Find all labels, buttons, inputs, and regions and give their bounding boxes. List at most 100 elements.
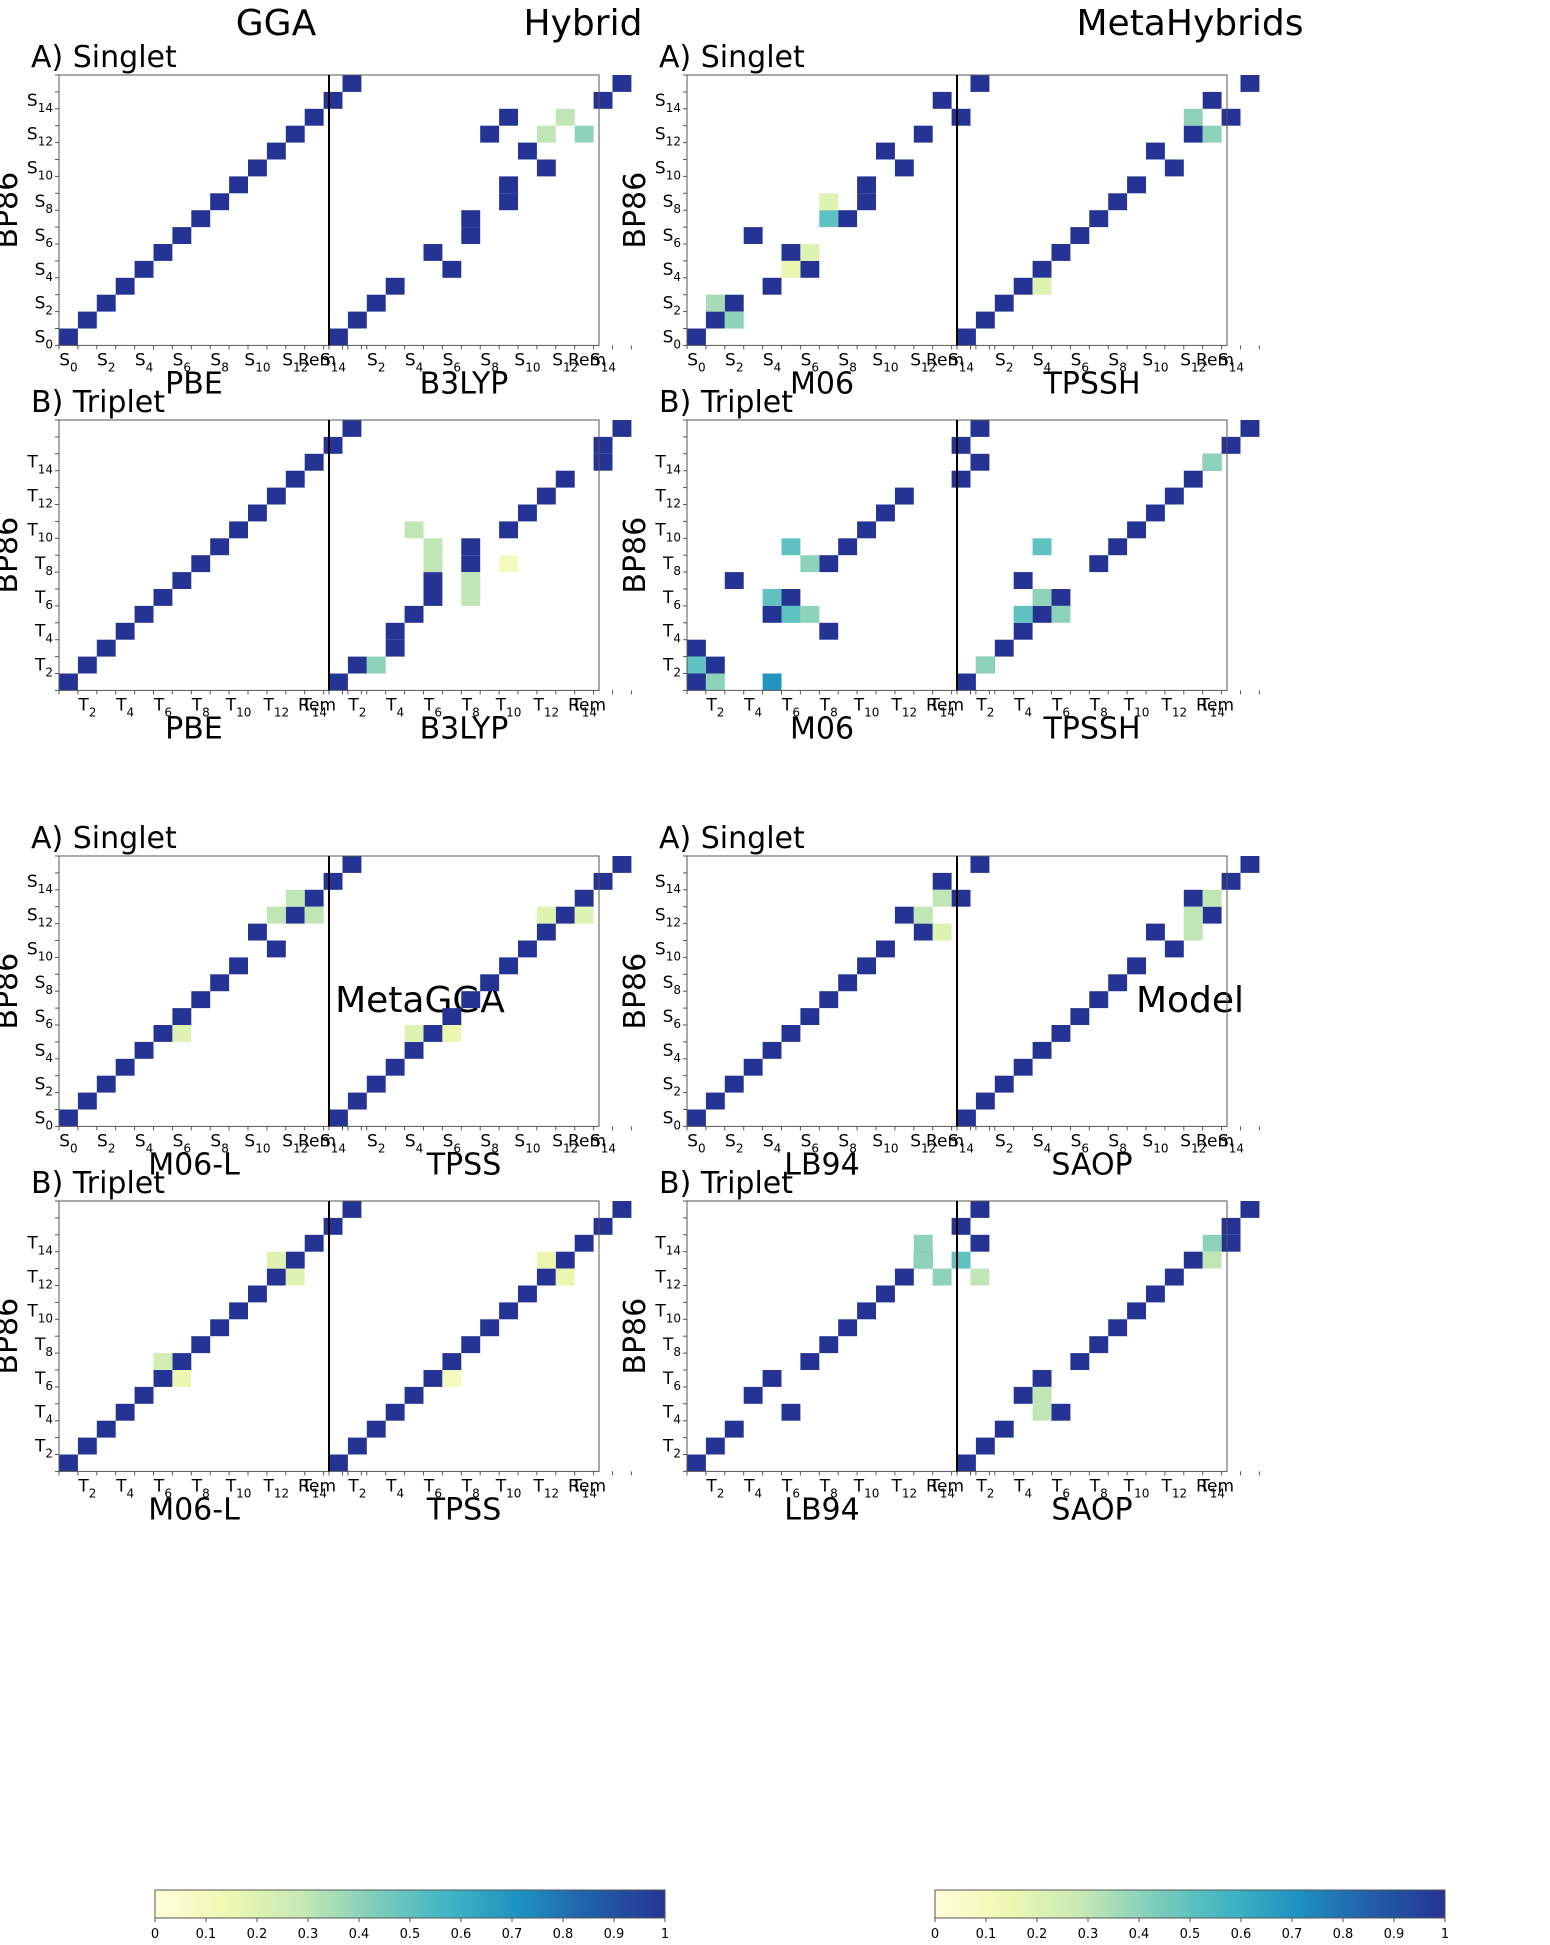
matrix-cell (134, 1041, 154, 1059)
matrix-cell (838, 1319, 858, 1337)
colorbar-tick-label: 0 (931, 1927, 939, 1942)
y-tick-label: T8 (662, 554, 681, 578)
x-tick-label: T12 (263, 1476, 290, 1500)
matrix-cell (957, 1454, 976, 1472)
x-tick-label: Rem (1196, 695, 1234, 715)
colorbar-tick-label: 0.6 (1231, 1927, 1252, 1942)
matrix-cell (819, 1336, 839, 1354)
functional-label: LB94 (784, 1147, 859, 1182)
matrix-cell (800, 555, 820, 573)
matrix-cell (724, 311, 744, 329)
colorbars: 0 0.1 0.2 0.3 0.4 0.5 0.6 0.7 0.8 0.9 1 0 0.1 0.2 0.3 0… (151, 1889, 1449, 1942)
matrix-cell (285, 1251, 305, 1269)
y-tick-label: T6 (662, 1369, 681, 1393)
functional-label: SAOP (1051, 1147, 1132, 1182)
matrix-cell (1240, 856, 1260, 873)
matrix-cell (1032, 589, 1052, 606)
matrix-cell (1089, 1336, 1109, 1354)
matrix-cell (499, 193, 518, 211)
matrix-cell (423, 244, 443, 261)
matrix-cell (404, 1041, 424, 1059)
matrix-cell (1108, 193, 1128, 211)
matrix-cell (461, 991, 481, 1009)
matrix-cell (970, 420, 990, 437)
matrix-cell (248, 1285, 267, 1303)
y-tick-label: T10 (654, 1301, 681, 1325)
y-tick-label: T10 (654, 520, 681, 544)
matrix-cell (480, 1319, 500, 1337)
y-tick-label: S8 (663, 192, 681, 216)
matrix-cell (172, 1370, 192, 1387)
matrix-cell (1032, 260, 1052, 278)
colorbar-tick-label: 0.3 (1078, 1927, 1099, 1942)
y-tick-label: S12 (655, 906, 681, 930)
y-tick-label: T8 (662, 1335, 681, 1359)
y-axis-label: BP86 (618, 1298, 653, 1375)
matrix-cell (329, 1454, 348, 1472)
x-tick-label: T2 (77, 1476, 96, 1500)
matrix-cell (951, 108, 971, 126)
matrix-cell (1032, 1370, 1052, 1387)
y-tick-label: S4 (663, 1041, 681, 1065)
matrix-cell (1070, 1008, 1090, 1025)
x-tick-label: T2 (975, 1476, 994, 1500)
matrix-cell (266, 906, 286, 924)
colorbar-tick-label: 0.6 (451, 1927, 472, 1942)
matrix-cell (781, 605, 801, 623)
x-tick-label: Rem (568, 695, 606, 715)
matrix-cell (913, 1234, 933, 1252)
matrix-cell (876, 1285, 895, 1303)
x-tick-label: S14 (320, 1131, 346, 1155)
matrix-cell (442, 1370, 462, 1387)
y-tick-label: T2 (34, 656, 53, 680)
y-tick-label: S8 (35, 192, 53, 216)
matrix-cell (876, 142, 895, 160)
matrix-cell (266, 487, 286, 505)
matrix-cell (876, 940, 895, 958)
matrix-cell (555, 906, 575, 924)
matrix-cell (857, 1302, 876, 1320)
matrix-cell (800, 1353, 820, 1370)
matrix-cell (1240, 420, 1260, 437)
functional-label: TPSS (426, 1492, 502, 1527)
matrix-cell (994, 1420, 1014, 1438)
y-tick-label: S10 (655, 158, 681, 182)
matrix-cell (499, 957, 518, 975)
matrix-cell (172, 1008, 192, 1025)
y-tick-label: T12 (654, 487, 681, 511)
x-tick-label: T12 (891, 1476, 918, 1500)
matrix-cell (975, 1437, 995, 1455)
matrix-cell (705, 673, 725, 691)
y-tick-label: T6 (34, 1369, 53, 1393)
matrix-cell (329, 673, 348, 691)
x-tick-label: Rem (298, 1131, 336, 1151)
colorbar-tick-label: 0.9 (604, 1927, 625, 1942)
x-tick-label: T4 (743, 695, 762, 719)
group-title-gga: GGA (236, 3, 317, 44)
matrix-cell (593, 453, 613, 471)
colorbar-tick-label: 0.4 (1129, 1927, 1150, 1942)
matrix-cell (404, 521, 424, 539)
matrix-cell (366, 294, 386, 312)
y-tick-label: T14 (26, 453, 53, 477)
matrix-cell (266, 940, 286, 958)
heatmap-3-1: B) Triplet BP86 LB94 T2 T4 T6 T8 T10 T12 T14 Rem SA… (618, 1166, 1260, 1527)
matrix-cell (705, 1437, 725, 1455)
x-tick-label: T10 (853, 695, 880, 719)
matrix-cell (153, 1025, 173, 1042)
matrix-cell (304, 108, 324, 126)
x-tick-label: T2 (347, 695, 366, 719)
matrix-cell (115, 1403, 135, 1421)
matrix-cell (970, 453, 990, 471)
matrix-cell (838, 210, 858, 228)
matrix-cell (687, 1454, 706, 1472)
matrix-cell (1127, 957, 1146, 975)
